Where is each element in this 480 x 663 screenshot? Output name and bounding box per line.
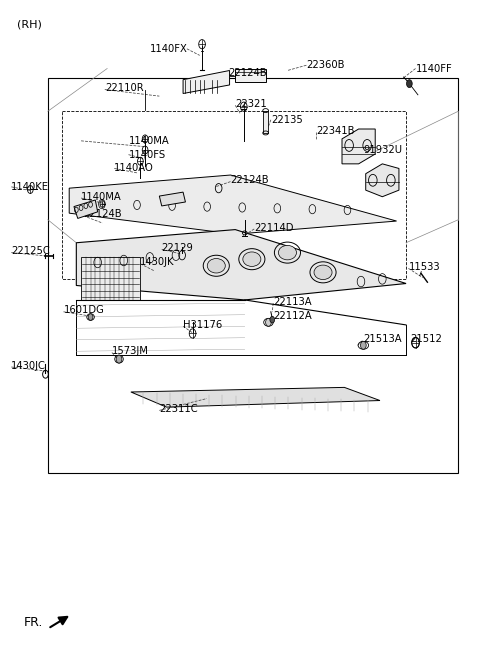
- Text: 22135: 22135: [271, 115, 302, 125]
- Text: 1140MA: 1140MA: [129, 136, 169, 146]
- Circle shape: [360, 341, 366, 349]
- Text: 22124B: 22124B: [230, 175, 269, 185]
- Polygon shape: [366, 164, 399, 197]
- Polygon shape: [342, 129, 375, 164]
- Text: 1601DG: 1601DG: [63, 306, 104, 316]
- Ellipse shape: [207, 259, 225, 273]
- Polygon shape: [69, 175, 396, 234]
- Text: 22129: 22129: [162, 243, 193, 253]
- Text: 22110R: 22110R: [105, 84, 144, 93]
- Circle shape: [270, 316, 275, 323]
- Text: 22113A: 22113A: [273, 297, 312, 307]
- Text: 21512: 21512: [410, 334, 442, 344]
- Text: 22311C: 22311C: [159, 404, 198, 414]
- Text: 22360B: 22360B: [306, 60, 345, 70]
- Circle shape: [265, 318, 271, 326]
- Text: 22124B: 22124B: [84, 210, 122, 219]
- Polygon shape: [159, 192, 185, 206]
- Polygon shape: [76, 229, 406, 300]
- Polygon shape: [74, 200, 97, 218]
- Polygon shape: [183, 70, 229, 93]
- Text: 22321: 22321: [235, 99, 267, 109]
- Text: 1573JM: 1573JM: [112, 346, 149, 356]
- Text: 1430JC: 1430JC: [12, 361, 46, 371]
- Ellipse shape: [314, 265, 332, 280]
- Text: 22112A: 22112A: [273, 311, 312, 321]
- Bar: [263, 111, 268, 133]
- Bar: [48, 78, 458, 473]
- Circle shape: [407, 80, 412, 88]
- Text: 1140FS: 1140FS: [129, 150, 166, 160]
- Text: 21513A: 21513A: [363, 334, 402, 344]
- Bar: [81, 257, 140, 300]
- Text: 1140FF: 1140FF: [416, 64, 452, 74]
- Circle shape: [116, 355, 122, 363]
- Text: 1140MA: 1140MA: [81, 192, 122, 202]
- Text: 91932U: 91932U: [363, 145, 403, 155]
- Text: H31176: H31176: [183, 320, 222, 330]
- Circle shape: [88, 314, 93, 320]
- Text: 1140FX: 1140FX: [150, 44, 188, 54]
- Polygon shape: [131, 387, 380, 407]
- Text: FR.: FR.: [24, 615, 44, 629]
- Text: 1140KE: 1140KE: [12, 182, 49, 192]
- Text: 11533: 11533: [408, 262, 440, 272]
- Ellipse shape: [243, 252, 261, 267]
- Ellipse shape: [278, 245, 297, 260]
- Bar: [235, 68, 266, 82]
- Text: 22124B: 22124B: [228, 68, 267, 78]
- Text: 22341B: 22341B: [316, 126, 354, 136]
- Text: 22125C: 22125C: [12, 246, 50, 257]
- Text: (RH): (RH): [17, 19, 42, 29]
- Text: 1140AO: 1140AO: [114, 164, 154, 174]
- Text: 1430JK: 1430JK: [140, 257, 175, 267]
- Text: 22114D: 22114D: [254, 223, 294, 233]
